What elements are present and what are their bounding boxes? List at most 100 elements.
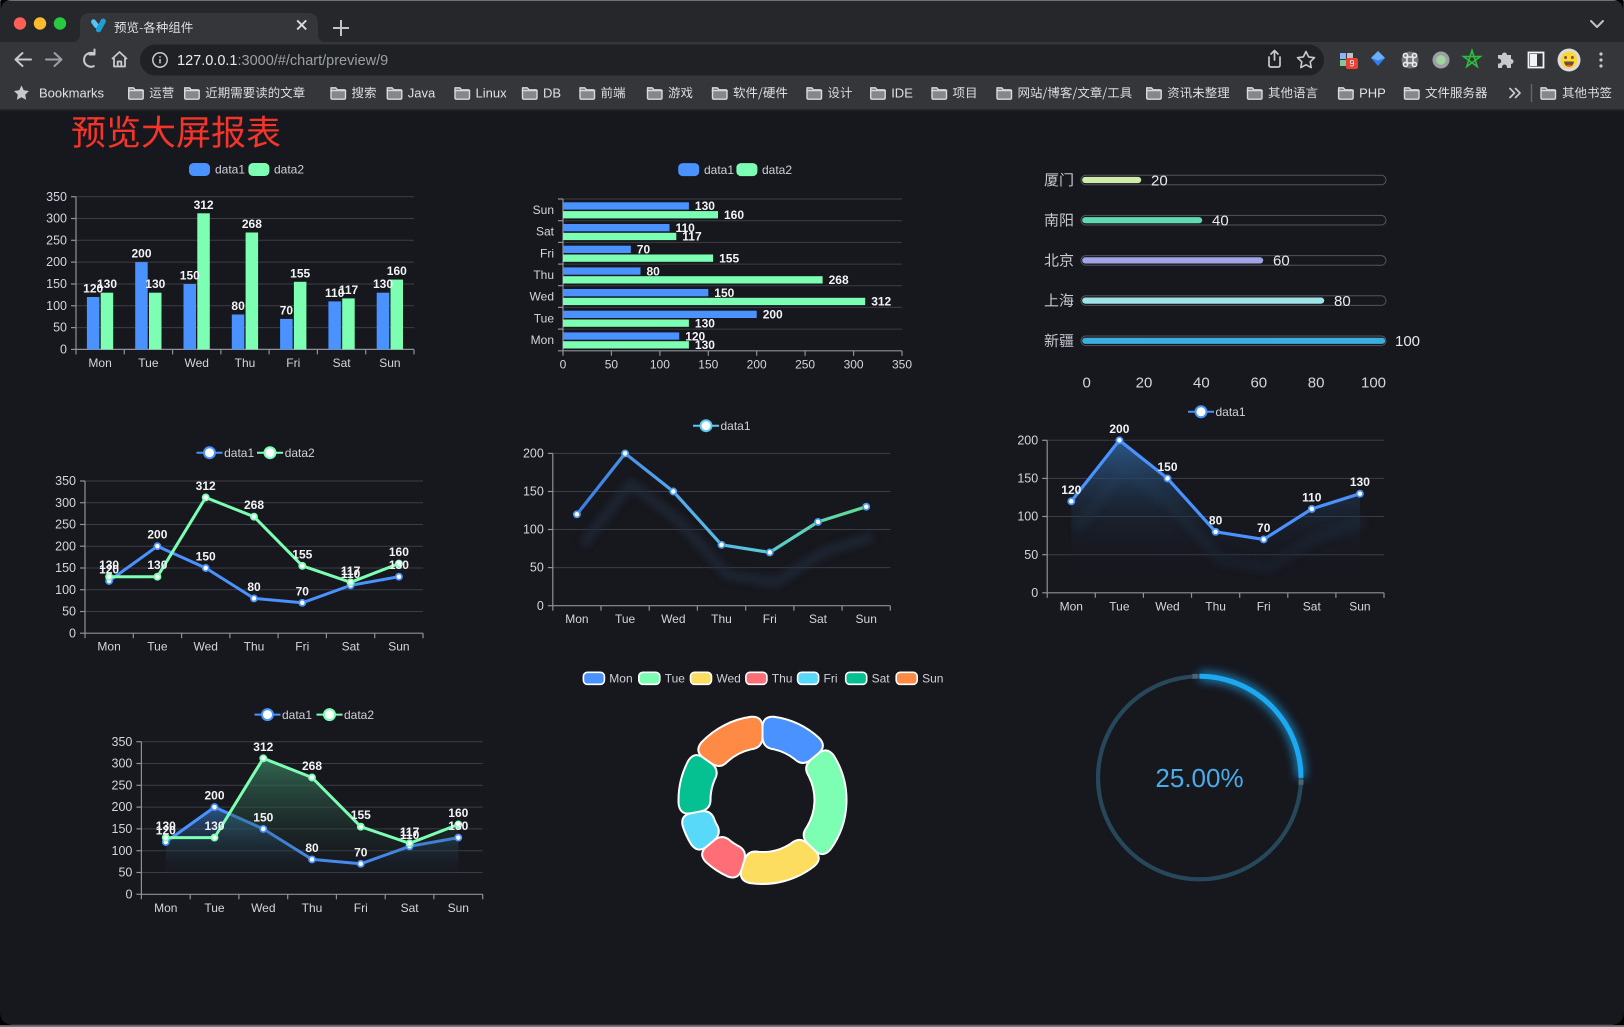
svg-text:117: 117 (341, 564, 361, 578)
svg-text:Sat: Sat (333, 356, 352, 370)
svg-text:Sun: Sun (533, 203, 554, 217)
svg-text:50: 50 (530, 561, 544, 575)
svg-text:60: 60 (1250, 375, 1267, 392)
svg-text:312: 312 (871, 295, 891, 309)
svg-text:350: 350 (892, 357, 912, 371)
svg-text:IDE: IDE (891, 86, 913, 101)
svg-text:50: 50 (605, 357, 619, 371)
svg-text:Thu: Thu (772, 672, 793, 686)
svg-text:Sat: Sat (401, 901, 420, 915)
svg-text:data1: data1 (215, 163, 245, 177)
svg-text:300: 300 (112, 757, 133, 771)
svg-text:Sat: Sat (809, 612, 828, 626)
svg-text:110: 110 (325, 286, 345, 300)
svg-text:0: 0 (125, 887, 132, 901)
svg-text:250: 250 (112, 778, 133, 792)
svg-text:250: 250 (46, 233, 67, 247)
svg-text:130: 130 (145, 277, 165, 291)
svg-text:0: 0 (537, 599, 544, 613)
svg-text:130: 130 (204, 819, 224, 833)
svg-text:200: 200 (523, 447, 544, 461)
svg-text:Sat: Sat (536, 225, 555, 239)
svg-text:130: 130 (156, 819, 176, 833)
svg-text:120: 120 (156, 824, 176, 838)
svg-text:60: 60 (1273, 253, 1290, 270)
svg-text:Sun: Sun (379, 356, 400, 370)
svg-text:Fri: Fri (824, 672, 838, 686)
svg-text:25.00%: 25.00% (1155, 763, 1243, 793)
svg-text:Tue: Tue (534, 311, 555, 325)
svg-text:80: 80 (1334, 293, 1351, 310)
svg-text:130: 130 (695, 199, 715, 213)
svg-text:40: 40 (1212, 213, 1229, 230)
svg-text:150: 150 (112, 822, 133, 836)
svg-text:0: 0 (1083, 375, 1091, 392)
svg-text:120: 120 (1061, 483, 1081, 497)
svg-text:350: 350 (46, 190, 67, 204)
svg-text:9: 9 (1349, 59, 1354, 69)
svg-text:100: 100 (523, 523, 544, 537)
svg-text:Wed: Wed (251, 901, 275, 915)
svg-text:Mon: Mon (97, 640, 120, 654)
svg-text:Linux: Linux (476, 86, 508, 101)
svg-text:Fri: Fri (286, 356, 300, 370)
svg-text:200: 200 (1017, 433, 1038, 447)
svg-text:155: 155 (292, 547, 312, 561)
svg-text:50: 50 (118, 866, 132, 880)
svg-text:Thu: Thu (533, 268, 554, 282)
svg-text:70: 70 (354, 845, 368, 859)
svg-text:200: 200 (763, 308, 783, 322)
svg-text:data1: data1 (704, 163, 734, 177)
svg-text:155: 155 (290, 266, 310, 280)
svg-text:Sat: Sat (872, 672, 891, 686)
svg-text:Thu: Thu (244, 640, 265, 654)
svg-text:300: 300 (55, 496, 76, 510)
svg-text:0: 0 (560, 357, 567, 371)
svg-text:80: 80 (1308, 375, 1325, 392)
svg-text:200: 200 (46, 255, 67, 269)
svg-text:155: 155 (351, 808, 371, 822)
svg-text:0: 0 (1031, 586, 1038, 600)
svg-text:200: 200 (112, 800, 133, 814)
svg-text:20: 20 (1136, 375, 1153, 392)
svg-text:Thu: Thu (302, 901, 323, 915)
svg-text:100: 100 (650, 357, 670, 371)
svg-text:data1: data1 (1216, 405, 1246, 419)
svg-text:80: 80 (247, 580, 261, 594)
svg-text:130: 130 (97, 277, 117, 291)
svg-text:Tue: Tue (147, 640, 168, 654)
svg-text:120: 120 (83, 282, 103, 296)
svg-text:PHP: PHP (1359, 86, 1386, 101)
svg-text:Fri: Fri (1257, 599, 1271, 613)
svg-text:268: 268 (829, 273, 849, 287)
svg-text:160: 160 (387, 264, 407, 278)
svg-text:80: 80 (231, 299, 245, 313)
svg-text:data2: data2 (344, 708, 374, 722)
svg-text:data2: data2 (762, 163, 792, 177)
svg-text:data1: data1 (282, 708, 312, 722)
svg-text:312: 312 (196, 479, 216, 493)
svg-text:110: 110 (400, 828, 420, 842)
svg-text:Wed: Wed (184, 356, 208, 370)
svg-text:Sun: Sun (388, 640, 409, 654)
svg-text:Sun: Sun (1349, 599, 1370, 613)
svg-text:150: 150 (1017, 472, 1038, 486)
svg-text:100: 100 (46, 299, 67, 313)
svg-text:data2: data2 (274, 163, 304, 177)
svg-text:40: 40 (1193, 375, 1210, 392)
svg-text:0: 0 (69, 626, 76, 640)
svg-text:Fri: Fri (354, 901, 368, 915)
svg-text:130: 130 (147, 558, 167, 572)
svg-text:200: 200 (147, 528, 167, 542)
svg-text:20: 20 (1151, 172, 1168, 189)
svg-text:Sat: Sat (342, 640, 361, 654)
svg-text:160: 160 (724, 208, 744, 222)
svg-text:Tue: Tue (1109, 599, 1130, 613)
svg-text:200: 200 (204, 789, 224, 803)
svg-text:0: 0 (60, 343, 67, 357)
svg-text:50: 50 (53, 321, 67, 335)
svg-text:150: 150 (180, 269, 200, 283)
svg-text:Thu: Thu (1205, 599, 1226, 613)
svg-text:150: 150 (196, 550, 216, 564)
svg-text:Wed: Wed (661, 612, 685, 626)
